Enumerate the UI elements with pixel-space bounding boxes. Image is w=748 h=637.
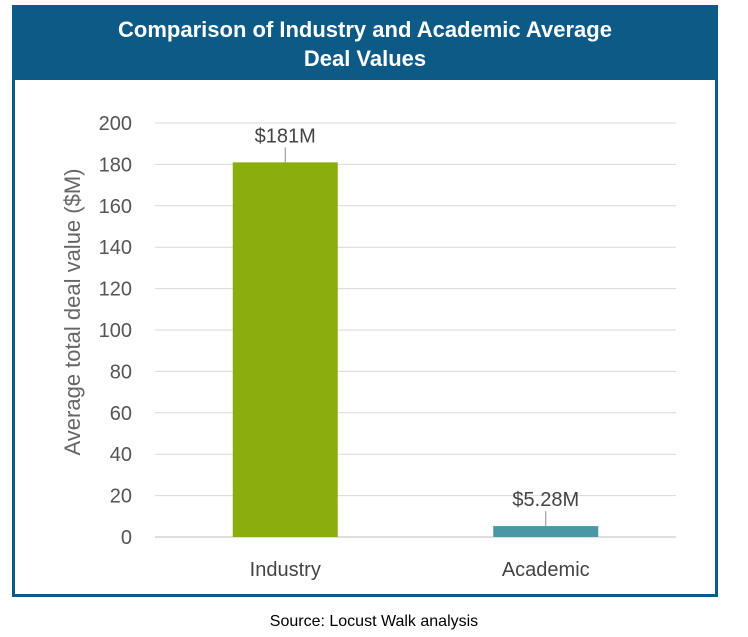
chart-frame: Comparison of Industry and Academic Aver… bbox=[12, 5, 718, 597]
title-bar: Comparison of Industry and Academic Aver… bbox=[15, 8, 715, 80]
y-axis-title: Average total deal value ($M) bbox=[60, 169, 85, 456]
category-label: Academic bbox=[502, 559, 590, 581]
y-tick-label: 160 bbox=[99, 196, 132, 218]
y-tick-labels: 0 20 40 60 80 100 120 140 160 180 200 bbox=[99, 113, 132, 549]
source-note: Source: Locust Walk analysis bbox=[269, 613, 479, 630]
bar-academic bbox=[493, 526, 599, 537]
category-labels: Industry Academic bbox=[250, 559, 590, 581]
category-label: Industry bbox=[250, 559, 321, 581]
y-tick-label: 180 bbox=[99, 154, 132, 176]
y-tick-label: 120 bbox=[99, 279, 132, 301]
chart-title: Comparison of Industry and Academic Aver… bbox=[118, 17, 612, 71]
y-tick-label: 20 bbox=[110, 486, 132, 508]
y-tick-label: 100 bbox=[99, 320, 132, 342]
y-tick-label: 0 bbox=[121, 527, 132, 549]
data-label: $181M bbox=[255, 125, 316, 147]
data-label: $5.28M bbox=[512, 489, 579, 511]
y-tick-label: 80 bbox=[110, 361, 132, 383]
bar-chart: 0 20 40 60 80 100 120 140 160 180 200 Industry Acad… bbox=[60, 113, 676, 581]
data-labels: $181M $5.28M bbox=[255, 125, 579, 527]
bar-industry bbox=[232, 162, 338, 537]
y-tick-label: 140 bbox=[99, 237, 132, 259]
y-tick-label: 60 bbox=[110, 403, 132, 425]
y-tick-label: 40 bbox=[110, 444, 132, 466]
y-tick-label: 200 bbox=[99, 113, 132, 135]
bars bbox=[232, 162, 599, 537]
